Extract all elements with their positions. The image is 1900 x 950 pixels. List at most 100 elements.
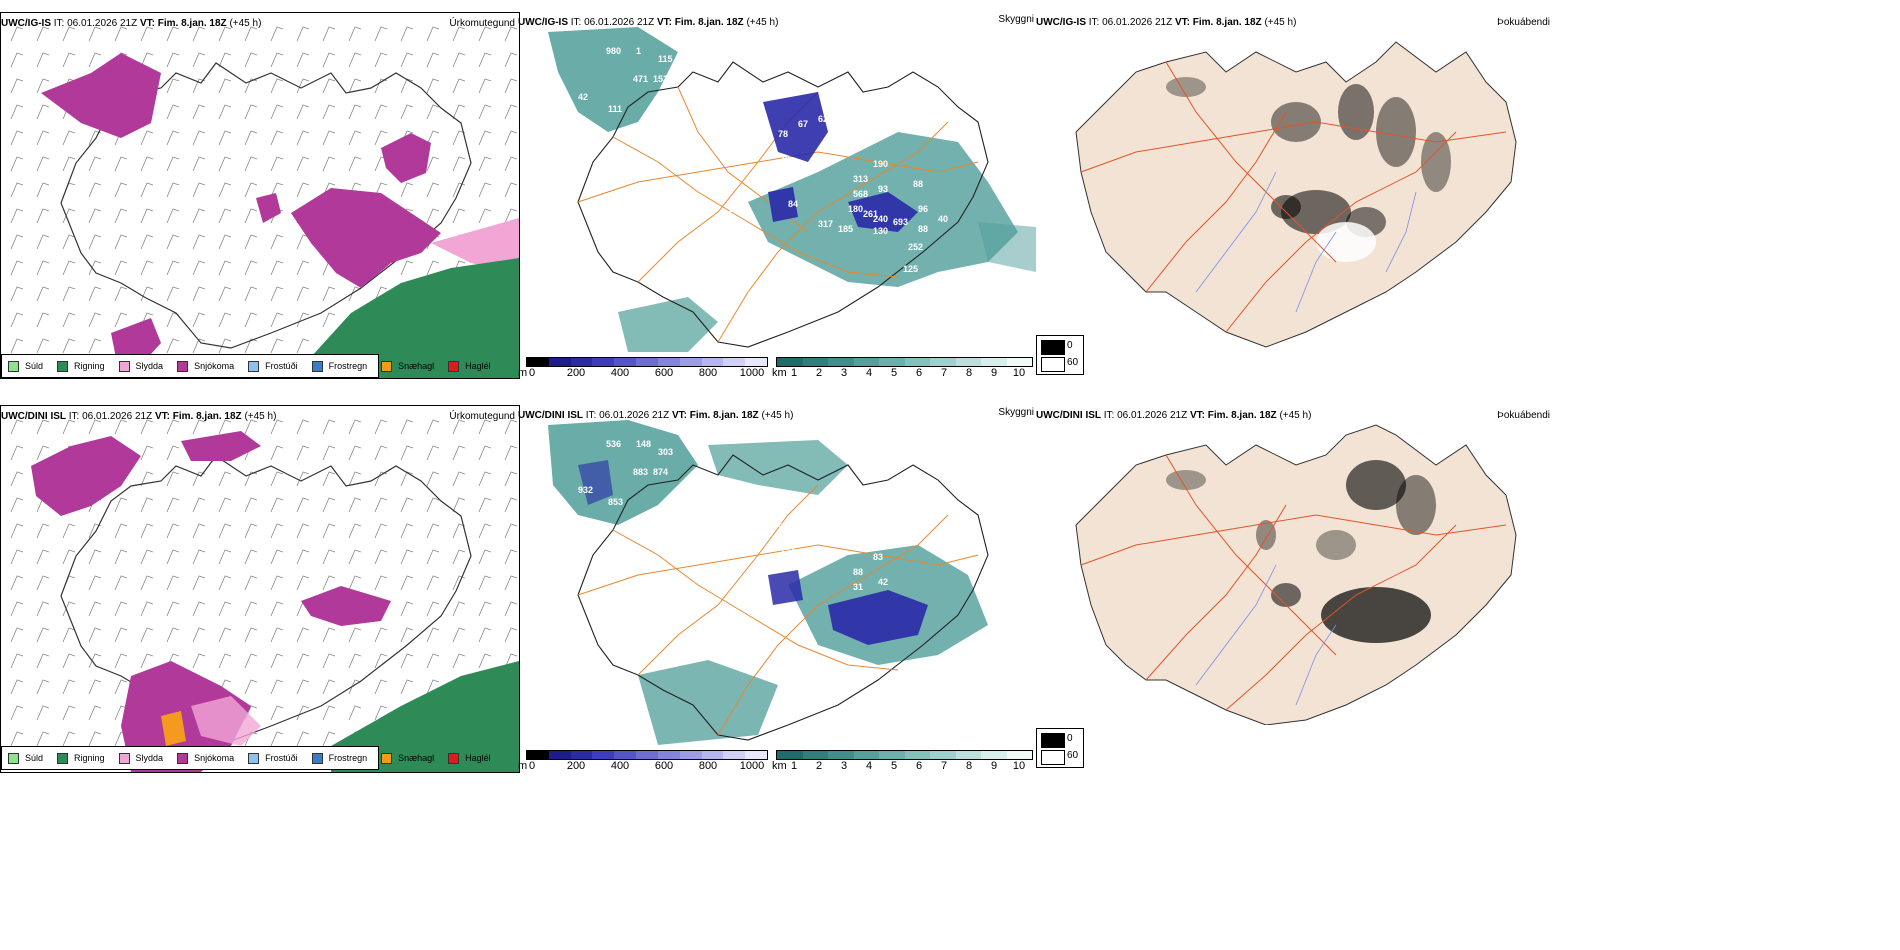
legend-item: Frostúði xyxy=(248,360,298,372)
visibility-label: 693 xyxy=(893,217,908,227)
colorbar-cell xyxy=(701,358,724,366)
legend-item: Frostregn xyxy=(311,752,367,764)
panel-header: UWC/DINI ISL IT: 06.01.2026 21Z VT: Fim.… xyxy=(518,410,793,421)
iceland-outline xyxy=(60,62,472,349)
haze-legend-panel-1: 0 60 xyxy=(1036,335,1084,375)
legend-swatch xyxy=(57,360,69,372)
colorbars: m 0 200 400 600 800 1000 km 1 2 3 4 5 6 7 8 9 10 xyxy=(518,357,1036,379)
road-network xyxy=(1080,454,1507,711)
cloud-visibility-panel-2: 536 148 932 853 250 303 883 874 99 10 134 102 60 130 8… xyxy=(518,405,1036,773)
visibility-tick: 8 xyxy=(965,367,973,379)
it-label: IT: xyxy=(68,411,80,422)
visibility-unit: km xyxy=(772,760,787,772)
vt-label: VT: xyxy=(656,17,672,28)
ceiling-tick: 200 xyxy=(566,367,586,379)
colorbar-cell xyxy=(701,751,724,759)
haze-legend: 0 60 xyxy=(1036,335,1084,375)
legend-label: Súld xyxy=(25,753,44,763)
colorbar-cell xyxy=(981,358,1007,366)
ceiling-tick: 200 xyxy=(566,760,586,772)
it-value: 06.01.2026 21Z xyxy=(1102,17,1173,28)
navy-area xyxy=(828,590,928,645)
ceiling-tick: 800 xyxy=(698,367,718,379)
visibility-tick: 7 xyxy=(940,760,948,772)
colorbar-cell xyxy=(527,358,549,366)
visibility-label: 840 xyxy=(636,124,651,134)
legend-swatch xyxy=(448,360,460,372)
visibility-label: 99 xyxy=(778,522,788,532)
visibility-tick: 9 xyxy=(990,367,998,379)
colorbar-cell xyxy=(930,751,956,759)
visibility-tick: 4 xyxy=(865,760,873,772)
lead-time: (+45 h) xyxy=(229,18,262,29)
colorbar-cell xyxy=(904,358,930,366)
visibility-label: 317 xyxy=(818,219,833,229)
colorbar-cell xyxy=(592,751,615,759)
visibility-map-1: 980 1 42 111 840 115 471 153 78 67 76 62 21 25 190 313 5… xyxy=(548,27,1036,352)
colorbar-cell xyxy=(614,751,637,759)
sleet-area xyxy=(191,696,261,746)
visibility-label: 932 xyxy=(578,485,593,495)
ceiling-tick: 1000 xyxy=(739,760,765,772)
legend-swatch xyxy=(311,360,323,372)
colorbar-cell xyxy=(853,358,879,366)
haze-legend-panel-2: 0 60 xyxy=(1036,728,1084,768)
legend-item: Snjókoma xyxy=(177,360,234,372)
haze-legend: 0 60 xyxy=(1036,728,1084,768)
colorbar-cell xyxy=(527,751,549,759)
visibility-label: 111 xyxy=(608,104,622,114)
fog-map-2 xyxy=(1075,424,1517,725)
visibility-label: 78 xyxy=(778,129,788,139)
snow-area xyxy=(121,661,251,772)
legend-item: Frostúði xyxy=(248,752,298,764)
visibility-label: 568 xyxy=(853,189,868,199)
it-value: 06.01.2026 21Z xyxy=(599,410,670,421)
haze-swatch-light xyxy=(1041,357,1065,372)
colorbar-cell xyxy=(548,751,571,759)
haze-label: 0 xyxy=(1067,733,1073,744)
visibility-label: 303 xyxy=(658,447,673,457)
ceiling-unit: m xyxy=(518,760,528,772)
legend-item: Rigning xyxy=(57,360,105,372)
visibility-tick: 10 xyxy=(1012,760,1026,772)
visibility-label: 1 xyxy=(636,46,641,56)
it-value: 06.01.2026 21Z xyxy=(67,18,138,29)
colorbar-cell xyxy=(614,358,637,366)
legend-label: Snæhagl xyxy=(398,361,435,371)
ceiling-colorbar xyxy=(526,750,768,760)
legend-item: Snjókoma xyxy=(177,752,234,764)
legend-swatch xyxy=(8,360,19,372)
colorbar-cell xyxy=(879,358,905,366)
legend-swatch xyxy=(57,752,69,764)
visibility-label: 883 xyxy=(633,467,648,477)
road-network xyxy=(1080,61,1507,333)
visibility-label: 115 xyxy=(658,54,673,64)
legend-item: Slydda xyxy=(118,752,163,764)
snow-area xyxy=(301,586,391,626)
teal-area xyxy=(548,420,698,525)
visibility-tick: 1 xyxy=(790,367,798,379)
teal-area xyxy=(618,297,718,352)
colorbar-cell xyxy=(723,751,746,759)
model-name: UWC/IG-IS xyxy=(518,17,568,28)
legend-swatch xyxy=(381,752,393,764)
legend-label: Haglél xyxy=(465,361,491,371)
ceiling-tick: 0 xyxy=(528,760,536,772)
vt-value: Fim. 8.jan. 18Z xyxy=(157,18,227,29)
legend-item: Haglél xyxy=(448,752,491,764)
haze-swatch-light xyxy=(1041,750,1065,765)
road-network xyxy=(577,484,979,736)
haze-label: 60 xyxy=(1067,357,1079,368)
it-label: IT: xyxy=(570,17,582,28)
visibility-tick: 6 xyxy=(915,367,923,379)
vt-value: Fim. 8.jan. 18Z xyxy=(172,411,242,422)
visibility-label: 67 xyxy=(798,119,808,129)
visibility-tick: 5 xyxy=(890,367,898,379)
navy-area xyxy=(768,570,803,605)
visibility-label: 60 xyxy=(808,557,818,567)
visibility-label: 148 xyxy=(636,439,651,449)
teal-area xyxy=(708,440,848,495)
colorbar-cell xyxy=(904,751,930,759)
navy-area xyxy=(763,92,828,162)
